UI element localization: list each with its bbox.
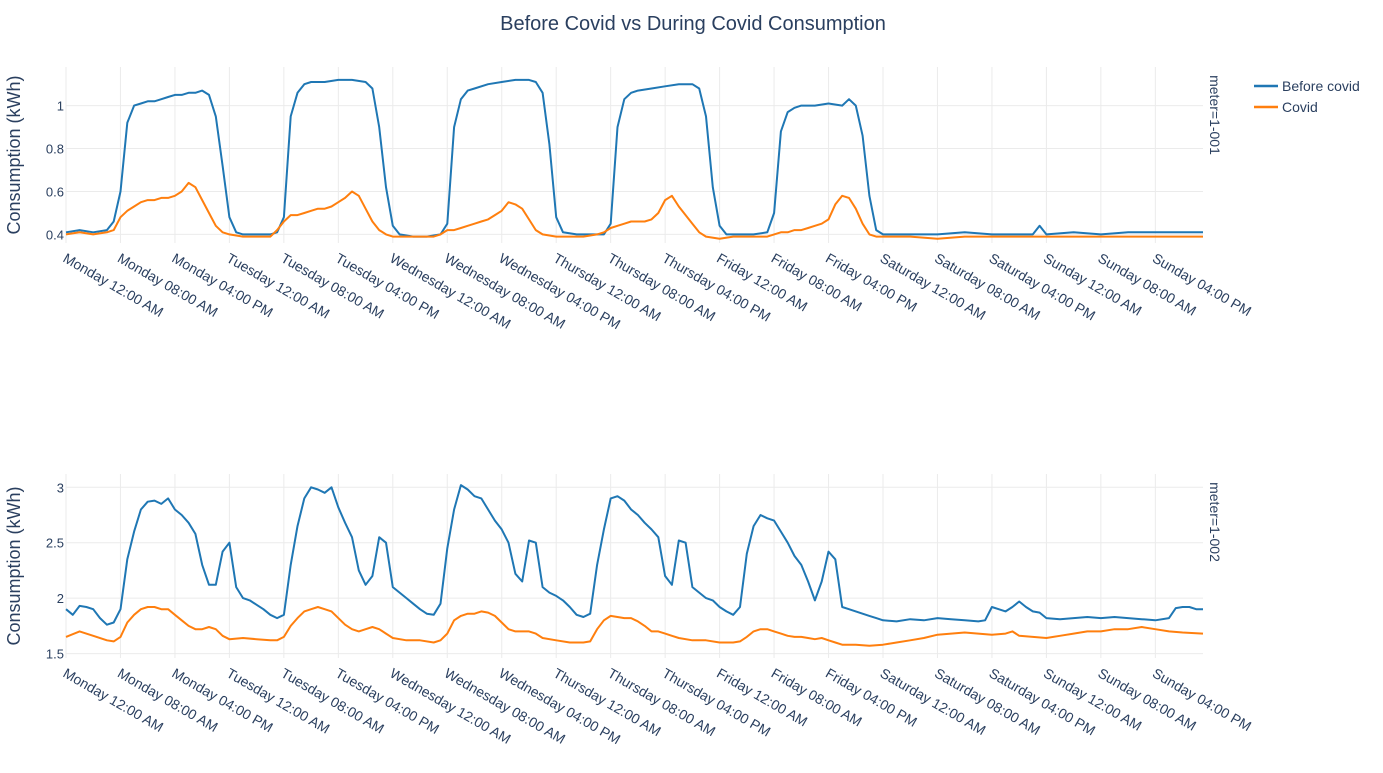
y-tick-label: 0.8 xyxy=(46,142,64,157)
x-tick-label: Sunday 08:00 AM xyxy=(1095,665,1199,734)
series-line-covid xyxy=(65,606,1204,647)
y-tick-label: 0.4 xyxy=(46,227,64,242)
x-tick-label: Friday 08:00 AM xyxy=(769,250,865,315)
legend[interactable]: Before covid Covid xyxy=(1254,78,1360,115)
y-tick-label: 1.5 xyxy=(46,647,64,662)
x-tick-label: Friday 08:00 AM xyxy=(769,665,865,730)
y-tick-label: 3 xyxy=(57,480,64,495)
x-tick-label: Monday 12:00 AM xyxy=(61,250,167,320)
y-tick-label: 2 xyxy=(57,591,64,606)
legend-item[interactable]: Covid xyxy=(1254,99,1318,115)
y-tick-label: 2.5 xyxy=(46,536,64,551)
y-axis-title: Consumption (kWh) xyxy=(4,75,24,234)
y-axis-title: Consumption (kWh) xyxy=(4,486,24,645)
x-tick-label: Friday 04:00 PM xyxy=(823,250,920,315)
y-tick-label: 0.6 xyxy=(46,184,64,199)
series-line-covid xyxy=(65,181,1203,240)
y-tick-label: 1 xyxy=(57,99,64,114)
legend-item[interactable]: Before covid xyxy=(1254,78,1360,94)
x-tick-label: Friday 04:00 PM xyxy=(823,665,920,730)
chart-title: Before Covid vs During Covid Consumption xyxy=(500,13,886,35)
facet-label: meter=1-002 xyxy=(1207,482,1223,562)
legend-label: Covid xyxy=(1282,99,1318,115)
legend-label: Before covid xyxy=(1282,78,1360,94)
facet-label: meter=1-001 xyxy=(1207,75,1223,155)
x-tick-label: Sunday 08:00 AM xyxy=(1095,250,1199,319)
x-tick-label: Monday 12:00 AM xyxy=(61,665,167,735)
series-line-before-covid xyxy=(65,484,1203,626)
series-line-before-covid xyxy=(65,78,1203,238)
